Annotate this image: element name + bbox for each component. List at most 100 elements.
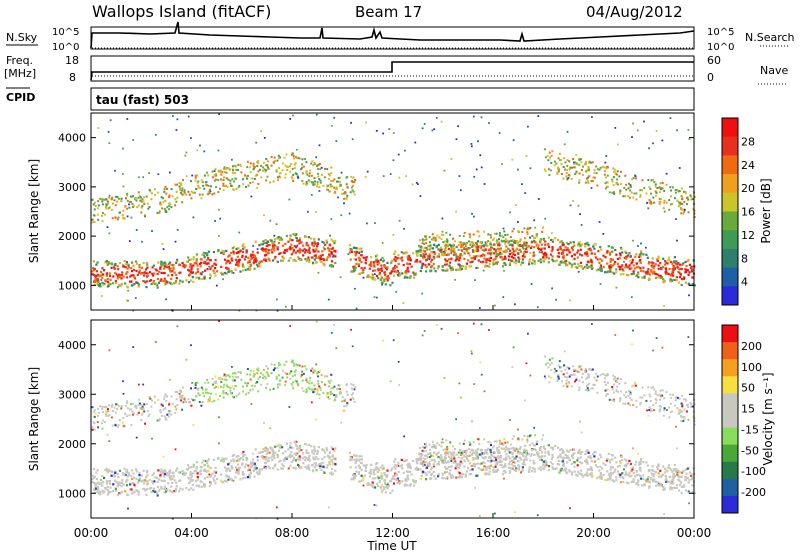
- power-echo-point: [619, 190, 622, 193]
- power-echo-point: [512, 252, 514, 254]
- velocity-echo-point: [194, 384, 197, 387]
- power-echo-point: [669, 280, 672, 283]
- velocity-echo-point: [687, 481, 690, 484]
- velocity-echo-point: [410, 473, 413, 476]
- velocity-echo-point: [571, 456, 574, 459]
- velocity-echo-point: [489, 464, 492, 467]
- power-echo-point: [453, 251, 456, 254]
- power-echo-point: [370, 256, 373, 259]
- velocity-echo-point: [273, 367, 276, 370]
- power-echo-point: [533, 251, 535, 254]
- power-echo-point: [648, 199, 651, 202]
- velocity-echo-point: [430, 454, 433, 457]
- velocity-echo-point: [444, 466, 447, 469]
- power-echo-point: [330, 251, 333, 254]
- velocity-echo-point: [227, 463, 230, 466]
- velocity-echo-point: [331, 455, 334, 458]
- velocity-echo-point: [470, 473, 473, 476]
- velocity-echo-point: [475, 474, 478, 477]
- power-echo-point: [229, 182, 232, 185]
- velocity-echo-point: [665, 480, 668, 483]
- power-echo-point: [213, 179, 216, 182]
- power-echo-point: [126, 194, 129, 197]
- power-echo-point: [143, 274, 146, 277]
- velocity-echo-point: [515, 469, 518, 473]
- power-echo-point: [120, 197, 123, 200]
- velocity-echo-point: [207, 465, 210, 468]
- power-echo-point: [277, 179, 279, 182]
- velocity-echo-point: [639, 474, 642, 477]
- power-echo-point: [273, 257, 276, 260]
- power-echo-point: [477, 259, 480, 262]
- velocity-echo-point: [295, 453, 298, 456]
- power-echo-point: [267, 251, 270, 255]
- power-echo-point: [300, 241, 303, 244]
- power-echo-point: [212, 176, 214, 179]
- velocity-echo-point: [226, 374, 229, 377]
- power-echo-point: [590, 261, 594, 264]
- velocity-echo-point: [193, 469, 196, 472]
- velocity-echo-point: [206, 459, 209, 463]
- power-echo-point: [206, 171, 209, 174]
- power-echo-point: [474, 279, 476, 281]
- velocity-echo-point: [352, 384, 355, 386]
- power-echo-point: [642, 270, 645, 273]
- power-echo-point: [207, 190, 210, 193]
- velocity-echo-point: [533, 461, 536, 464]
- power-echo-point: [161, 263, 164, 266]
- power-echo-point: [423, 123, 426, 125]
- velocity-echo-point: [693, 492, 696, 495]
- velocity-echo-point: [635, 460, 638, 464]
- velocity-echo-point: [654, 484, 658, 487]
- velocity-echo-point: [437, 473, 440, 476]
- velocity-echo-point: [639, 401, 642, 404]
- velocity-echo-point: [213, 470, 216, 473]
- power-echo-point: [327, 177, 330, 180]
- power-echo-point: [234, 268, 237, 271]
- power-echo-point: [278, 157, 281, 160]
- power-echo-point: [105, 207, 108, 210]
- velocity-echo-point: [101, 474, 104, 478]
- velocity-echo-point: [315, 469, 318, 472]
- power-echo-point: [611, 178, 614, 181]
- velocity-echo-point: [120, 485, 123, 488]
- power-echo-point: [605, 251, 608, 254]
- power-echo-point: [273, 156, 276, 159]
- power-echo-point: [512, 227, 515, 230]
- velocity-echo-point: [278, 374, 280, 377]
- velocity-echo-point: [369, 468, 373, 471]
- velocity-echo-point: [557, 373, 560, 376]
- velocity-echo-point: [632, 478, 635, 481]
- velocity-echo-point: [234, 476, 237, 479]
- velocity-echo-point: [500, 463, 503, 467]
- power-echo-point: [405, 251, 408, 254]
- power-echo-point: [440, 237, 443, 240]
- velocity-echo-point: [479, 468, 482, 471]
- velocity-echo-point: [145, 488, 149, 491]
- velocity-echo-point: [606, 381, 609, 384]
- power-echo-point: [120, 283, 123, 286]
- velocity-echo-point: [359, 461, 363, 464]
- power-echo-point: [537, 198, 540, 200]
- velocity-echo-point: [330, 379, 333, 382]
- power-echo-point: [463, 257, 466, 260]
- power-echo-point: [285, 234, 288, 238]
- velocity-echo-point: [509, 457, 512, 460]
- velocity-echo-point: [105, 482, 108, 485]
- power-echo-point: [595, 172, 598, 175]
- velocity-echo-point: [646, 478, 649, 481]
- power-echo-point: [293, 233, 296, 236]
- velocity-echo-point: [376, 471, 379, 474]
- velocity-echo-point: [321, 461, 324, 464]
- velocity-echo-point: [680, 485, 684, 488]
- velocity-echo-point: [299, 456, 302, 459]
- power-echo-point: [368, 267, 371, 270]
- power-echo-point: [440, 248, 443, 251]
- power-echo-point: [118, 273, 121, 276]
- power-echo-point: [467, 252, 470, 255]
- velocity-echo-point: [253, 475, 256, 478]
- power-echo-point: [440, 233, 443, 236]
- nsky-trace: [90, 21, 695, 49]
- power-echo-point: [276, 246, 279, 249]
- power-echo-point: [400, 251, 403, 254]
